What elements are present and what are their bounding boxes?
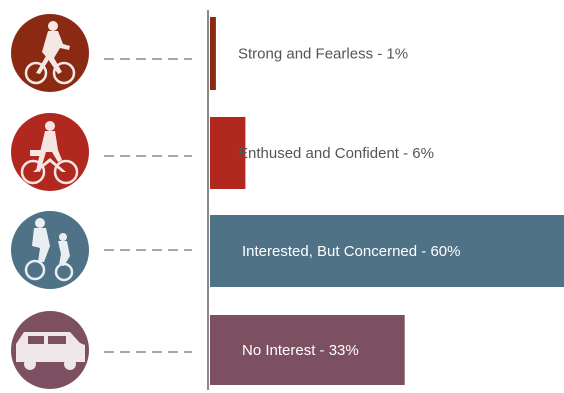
bar-4 <box>210 315 405 385</box>
commuter-cyclist-icon <box>11 113 89 191</box>
bar-label-1: Strong and Fearless - 1% <box>238 46 408 63</box>
car-icon <box>11 311 89 389</box>
road-cyclist-icon <box>11 14 89 92</box>
bar-label-3: Interested, But Concerned - 60% <box>242 243 460 260</box>
bar-1 <box>210 17 216 90</box>
bar-label-4: No Interest - 33% <box>242 342 359 359</box>
bar-2 <box>210 117 246 189</box>
family-cyclists-icon <box>11 211 89 289</box>
bar-3 <box>210 215 564 287</box>
bar-label-2: Enthused and Confident - 6% <box>238 145 434 162</box>
